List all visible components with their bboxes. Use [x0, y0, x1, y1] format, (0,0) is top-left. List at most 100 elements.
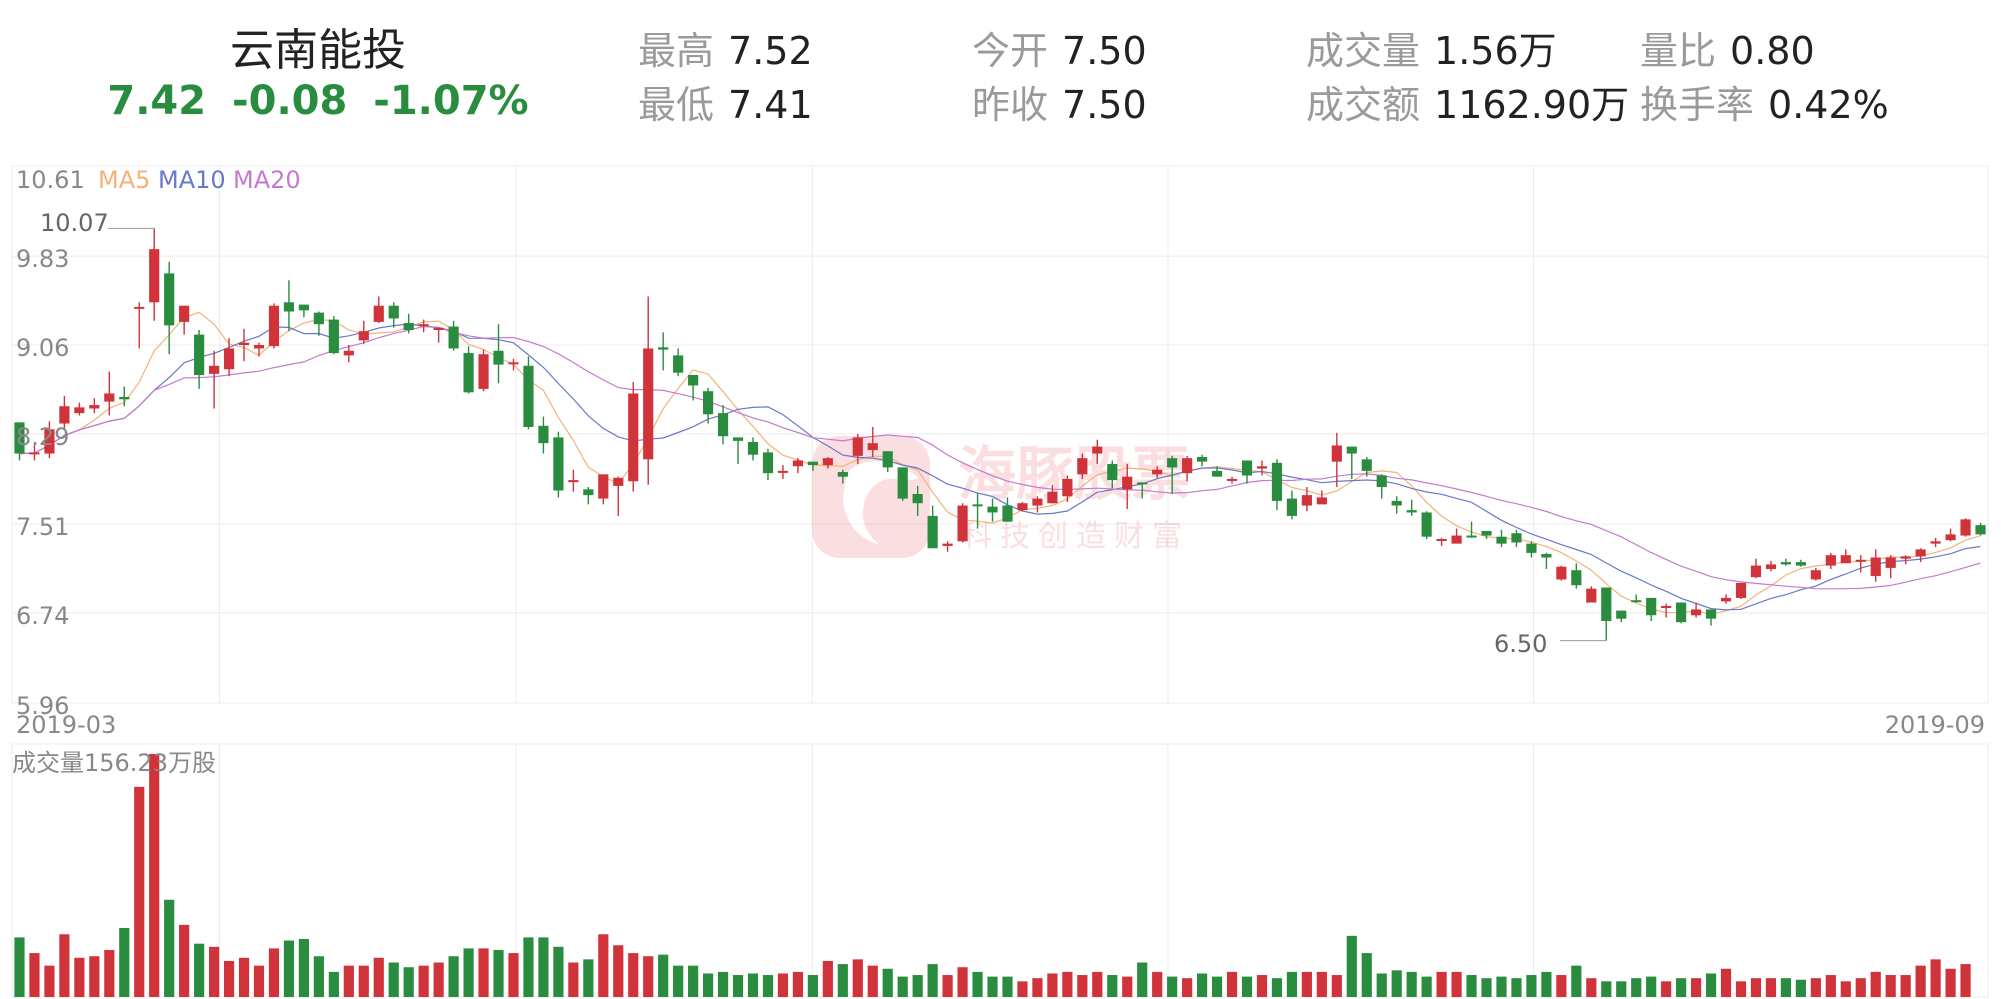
volume-bar — [897, 976, 908, 997]
volume-panel-border — [11, 743, 1989, 998]
volume-bar — [912, 975, 923, 997]
volume-bar — [1256, 975, 1268, 997]
legend-ma5: MA5 — [98, 166, 150, 194]
volume-bar — [418, 965, 429, 997]
candle-body — [1840, 555, 1851, 564]
candle-body — [358, 331, 369, 341]
candle-body — [343, 350, 354, 356]
stat-volume-ratio: 量比 0.80 — [1640, 20, 1815, 75]
candle-body — [1167, 458, 1178, 468]
volume-bar — [1361, 953, 1372, 997]
candle-body — [179, 305, 190, 322]
stat-low-value: 7.41 — [728, 83, 813, 127]
min-price-label: 6.50 — [1494, 630, 1547, 658]
volume-bar — [1810, 978, 1821, 997]
volume-bar — [1511, 978, 1522, 997]
stat-high-label: 最高 — [638, 29, 715, 73]
volume-bar — [1226, 971, 1238, 997]
volume-bar — [1032, 978, 1043, 997]
volume-bar — [1945, 968, 1956, 997]
volume-bar — [1421, 976, 1432, 997]
volume-bar — [837, 964, 848, 997]
stat-high-value: 7.52 — [728, 29, 813, 73]
candle-body — [822, 458, 833, 466]
candle-body — [1870, 557, 1881, 576]
candle-body — [613, 477, 624, 486]
watermark-name: 海豚股票 — [958, 440, 1190, 508]
candle-body — [747, 442, 759, 455]
volume-bar — [1241, 976, 1253, 997]
candle-body — [44, 429, 55, 454]
watermark-slogan: 科技创造财富 — [962, 519, 1190, 554]
max-price-label: 10.07 — [40, 209, 109, 237]
volume-bar — [1451, 971, 1462, 997]
candle-body — [1661, 605, 1672, 608]
price-row: 7.42 -0.08 -1.07% — [0, 78, 636, 124]
candle-body — [1107, 463, 1118, 481]
volume-bar — [179, 924, 190, 997]
candle-body — [313, 312, 324, 325]
candle-body — [1122, 476, 1133, 490]
volume-bar — [1601, 981, 1612, 997]
y-tick-label: 6.74 — [16, 602, 69, 630]
y-tick-label: 7.51 — [16, 513, 69, 541]
candle-body — [927, 515, 938, 549]
candle-body — [1002, 505, 1013, 522]
volume-bar — [508, 953, 519, 997]
volume-bar — [1092, 971, 1103, 997]
stat-low: 最低 7.41 — [638, 74, 813, 129]
volume-bar — [328, 971, 339, 997]
volume-bar — [493, 949, 504, 997]
candle-body — [852, 437, 863, 456]
candle-body — [59, 406, 70, 424]
volume-bar — [238, 957, 250, 997]
candle-body — [1316, 497, 1327, 505]
volume-bar — [942, 975, 953, 997]
quote-header: 云南能投 7.42 -0.08 -1.07% 最高 7.52 最低 7.41 今开 7… — [0, 0, 2001, 160]
price-change-pct: -1.07% — [373, 78, 529, 124]
volume-bar — [1496, 976, 1507, 997]
candle-body — [732, 437, 744, 441]
candle-body — [1211, 470, 1223, 477]
stat-turnover-value: 1162.90万 — [1434, 83, 1630, 127]
volume-bar — [209, 946, 220, 997]
candle-body — [1646, 597, 1657, 616]
dolphin-icon — [843, 461, 918, 545]
volume-bar — [538, 937, 549, 997]
candle-body — [149, 249, 160, 303]
stat-turnover-rate-value: 0.42% — [1768, 83, 1889, 127]
volume-bar — [717, 971, 729, 997]
candlesticks — [14, 228, 1986, 641]
volume-bar — [1541, 971, 1552, 997]
candle-body — [1376, 475, 1387, 488]
volume-bar — [852, 959, 863, 997]
candle-body — [1256, 466, 1268, 469]
stat-open-label: 今开 — [972, 29, 1049, 73]
volume-bar — [1855, 978, 1866, 997]
volume-bar — [1750, 978, 1762, 997]
volume-bar — [1825, 975, 1836, 997]
candle-body — [1915, 549, 1926, 557]
stat-open-value: 7.50 — [1062, 29, 1147, 73]
candle-body — [373, 305, 384, 322]
stat-high: 最高 7.52 — [638, 20, 813, 75]
candle-body — [598, 474, 609, 499]
volume-bar — [14, 937, 25, 997]
candle-body — [1226, 478, 1238, 481]
candle-body — [29, 452, 40, 455]
volume-bar — [1152, 971, 1163, 997]
candle-body — [1735, 582, 1747, 598]
candle-body — [1631, 600, 1642, 603]
candle-body — [1152, 469, 1163, 475]
stat-volume-label: 成交量 — [1306, 29, 1421, 73]
candle-body — [1017, 503, 1028, 511]
volume-bar — [613, 945, 624, 997]
volume-bar — [298, 938, 309, 997]
volume-bar — [1182, 978, 1193, 997]
candle-body — [1092, 446, 1103, 454]
candle-body — [209, 365, 220, 374]
volume-bar — [1571, 965, 1582, 997]
volume-bar — [253, 965, 265, 997]
candle-body — [223, 348, 235, 370]
volume-bar — [1705, 973, 1717, 997]
